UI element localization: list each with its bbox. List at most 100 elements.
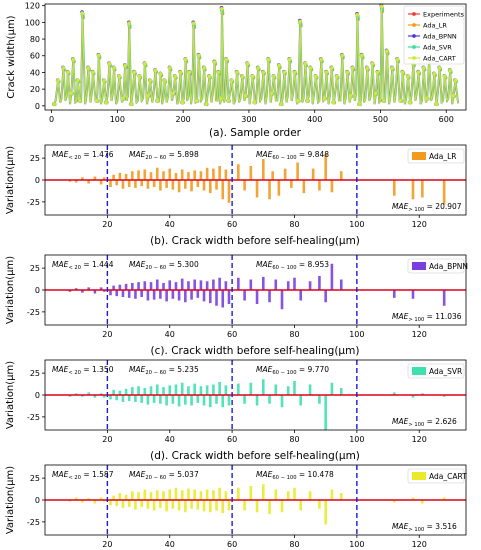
variation-bar [168, 489, 172, 500]
series-point [77, 98, 82, 103]
variation-bar [411, 290, 415, 299]
variation-bar [392, 290, 396, 298]
series-point [256, 65, 260, 70]
series-point [137, 74, 142, 79]
variation-bar [149, 172, 153, 180]
variation-bar [137, 492, 140, 500]
series-point [245, 61, 250, 66]
variation-bar [159, 500, 162, 508]
variation-bar [221, 290, 225, 308]
variation-bar [249, 166, 253, 180]
variation-bar [268, 395, 271, 404]
variation-bar [168, 168, 172, 180]
variation-bar [299, 395, 303, 406]
variation-bar [193, 383, 196, 395]
legend-swatch [412, 367, 426, 375]
variation-bar [286, 281, 290, 290]
legend-marker [412, 34, 416, 38]
variation-bar [174, 282, 178, 290]
variation-bar [212, 279, 215, 290]
variation-bar [127, 500, 131, 507]
variation-bar [237, 164, 240, 180]
series-point [96, 53, 101, 58]
variation-bar [184, 395, 187, 405]
variation-bar [162, 387, 165, 395]
legend-marker [412, 23, 416, 27]
series-point [407, 100, 412, 105]
variation-bar [162, 491, 165, 500]
x-tick-label: 120 [412, 330, 427, 339]
variation-bar [115, 395, 119, 401]
variation-bar [118, 173, 122, 180]
series-point [453, 78, 458, 83]
legend: Ada_CART [407, 468, 467, 484]
variation-bar [180, 382, 184, 395]
legend-label: Ada_BPNN [423, 33, 457, 41]
x-tick-label: 100 [110, 115, 125, 124]
variation-bar [171, 290, 175, 299]
variation-bar [255, 395, 259, 406]
variation-bar [162, 283, 165, 290]
variation-bar [102, 177, 106, 180]
series-point [102, 78, 106, 83]
x-tick-label: 120 [412, 435, 427, 444]
series-point [384, 49, 389, 53]
x-tick-label: 100 [349, 435, 364, 444]
variation-bar [174, 384, 178, 395]
variation-bar [124, 494, 128, 500]
variation-bar [68, 500, 72, 502]
series-point [104, 100, 108, 105]
variation-bar [127, 290, 131, 298]
series-point [69, 91, 74, 96]
variation-bar [421, 180, 424, 198]
variation-bar [171, 180, 175, 190]
variation-bar [177, 180, 181, 193]
series-point [303, 61, 308, 66]
series-point [287, 57, 292, 62]
variation-bar [131, 283, 134, 290]
series-point [191, 21, 196, 26]
variation-bar [324, 153, 327, 180]
variation-bar [155, 490, 159, 500]
variation-bar [99, 393, 103, 395]
series-point [271, 74, 276, 79]
variation-bar [280, 395, 284, 408]
variation-bar [87, 180, 90, 184]
variation-bar [146, 290, 150, 301]
variation-bar [237, 487, 240, 500]
series-point [381, 98, 386, 103]
variation-bar [261, 276, 265, 290]
series-point [416, 70, 421, 75]
y-axis-label: Variation(μm) [5, 146, 16, 214]
variation-bar [93, 500, 97, 504]
variation-bar [318, 276, 321, 290]
variation-bar [339, 279, 343, 290]
variation-bar [159, 290, 162, 299]
series-point [308, 65, 313, 70]
variation-bar [227, 290, 231, 304]
variation-bar [165, 290, 168, 302]
panel-caption: (a). Sample order [209, 127, 302, 139]
variation-bar [268, 180, 271, 200]
variation-bar [243, 290, 246, 301]
series-point [322, 96, 327, 101]
series-point [80, 11, 85, 15]
x-tick-label: 80 [289, 540, 299, 549]
y-tick-label: 25 [30, 474, 40, 483]
variation-bar [277, 180, 281, 196]
series-point [173, 74, 177, 79]
variation-bar [224, 169, 228, 180]
variation-bar [302, 180, 306, 194]
mae-annotation: MAE20 − 60 = 5.235 [129, 365, 199, 376]
series-point [94, 98, 99, 103]
series-point [194, 98, 199, 103]
series-point [334, 74, 339, 79]
variation-bar [208, 180, 212, 194]
x-tick-label: 80 [289, 435, 299, 444]
legend: Ada_BPNN [407, 258, 468, 274]
variation-bar [224, 491, 228, 500]
series-point [61, 65, 66, 70]
variation-bar [205, 167, 209, 180]
variation-bar [140, 290, 143, 297]
variation-bar [196, 180, 200, 187]
